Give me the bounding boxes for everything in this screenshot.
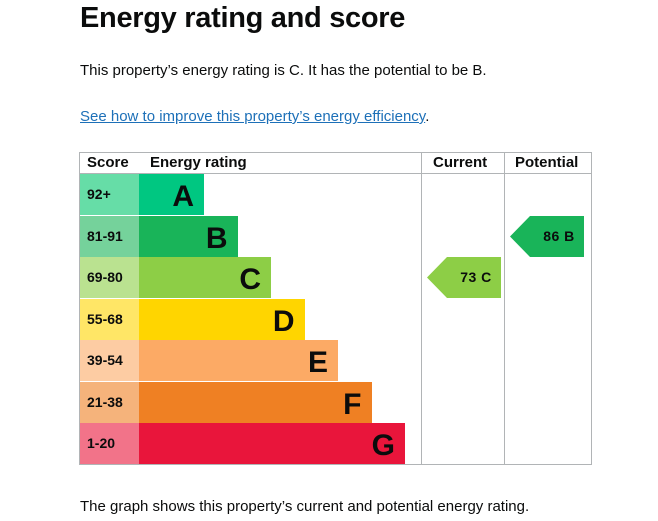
potential-rating-arrow: 86 B bbox=[510, 215, 584, 257]
score-band-b: 81-91 bbox=[80, 215, 139, 257]
improve-link-line: See how to improve this property’s energ… bbox=[80, 108, 429, 125]
rating-summary: This property’s energy rating is C. It h… bbox=[80, 62, 487, 79]
potential-rating-arrow-shape bbox=[510, 215, 584, 257]
rating-bar-b: B bbox=[139, 215, 238, 257]
potential-column-divider bbox=[504, 153, 505, 464]
score-band-c: 69-80 bbox=[80, 257, 139, 298]
link-suffix: . bbox=[425, 108, 430, 125]
score-band-e: 39-54 bbox=[80, 340, 139, 381]
header-current: Current bbox=[433, 154, 488, 171]
improve-efficiency-link[interactable]: See how to improve this property’s energ… bbox=[80, 108, 426, 125]
current-rating-arrow-label: 73 C bbox=[460, 269, 492, 285]
graph-description: The graph shows this property’s current … bbox=[80, 498, 530, 515]
potential-rating-arrow-label: 86 B bbox=[543, 227, 575, 244]
header-potential: Potential bbox=[515, 154, 579, 171]
rating-bar-g: G bbox=[139, 423, 405, 464]
rating-bar-d: D bbox=[139, 298, 305, 340]
score-band-g: 1-20 bbox=[80, 423, 139, 464]
rating-letter-c: C bbox=[239, 263, 261, 296]
score-band-f: 21-38 bbox=[80, 381, 139, 423]
page-title: Energy rating and score bbox=[80, 2, 406, 34]
header-energy-rating: Energy rating bbox=[150, 154, 247, 171]
header-score: Score bbox=[87, 154, 129, 171]
rating-bar-f: F bbox=[139, 381, 372, 423]
current-rating-arrow-shape bbox=[427, 257, 501, 298]
rating-letter-e: E bbox=[307, 346, 328, 379]
rating-bar-c: C bbox=[139, 257, 271, 298]
rating-bar-a: A bbox=[139, 174, 204, 215]
rating-bar-e: E bbox=[139, 340, 338, 381]
score-band-a: 92+ bbox=[80, 174, 139, 215]
current-rating-arrow: 73 C bbox=[427, 257, 501, 298]
rating-letter-b: B bbox=[205, 221, 228, 255]
rating-letter-g: G bbox=[371, 429, 395, 462]
energy-rating-chart: Score Energy rating Current Potential 92… bbox=[79, 152, 592, 465]
header-divider bbox=[80, 173, 591, 174]
rating-letter-d: D bbox=[272, 304, 295, 338]
rating-letter-f: F bbox=[343, 387, 362, 421]
rating-letter-a: A bbox=[172, 180, 194, 213]
current-column-divider bbox=[421, 153, 422, 464]
score-band-d: 55-68 bbox=[80, 298, 139, 340]
